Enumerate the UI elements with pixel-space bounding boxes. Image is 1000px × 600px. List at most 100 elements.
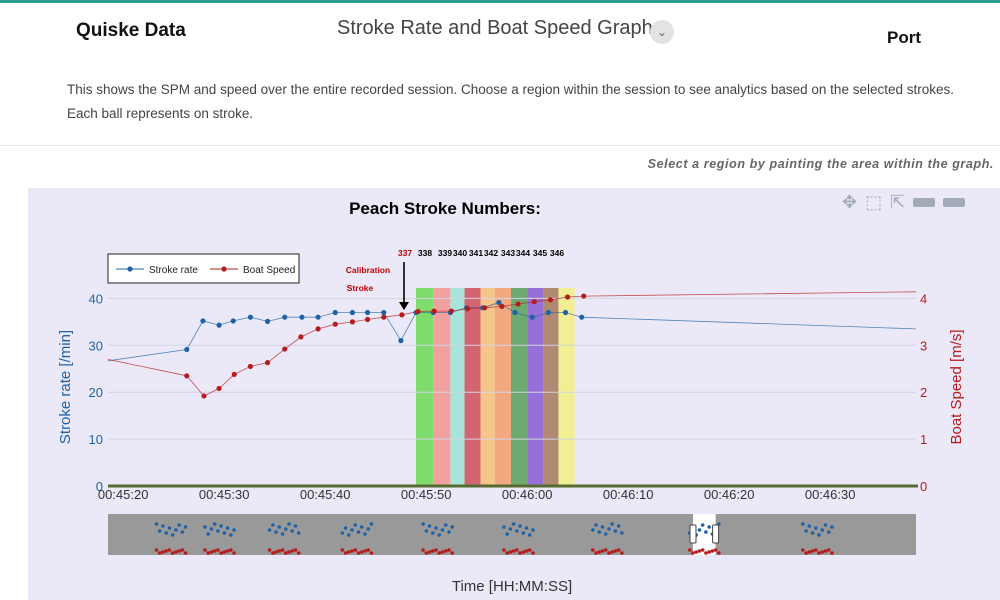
overview-point <box>427 550 432 554</box>
y2-tick-label: 3 <box>920 338 927 353</box>
overview-point <box>277 525 282 529</box>
data-point <box>579 314 585 320</box>
overview-point <box>710 549 715 553</box>
overview-point <box>521 531 526 535</box>
calibration-label: Stroke <box>347 283 374 293</box>
overview-point <box>826 548 831 552</box>
spike-lines-icon[interactable] <box>913 197 936 207</box>
data-point <box>216 322 222 328</box>
stroke-band <box>450 288 465 486</box>
overview-point <box>524 549 529 553</box>
overview-point <box>424 529 429 533</box>
x-tick-label: 00:46:00 <box>502 487 553 502</box>
overview-point <box>700 548 705 552</box>
overview-point <box>437 551 442 555</box>
overview-point <box>424 551 429 555</box>
autoscale-icon[interactable]: ⇱ <box>890 192 906 212</box>
overview-point <box>447 530 451 534</box>
overview-point <box>607 551 611 555</box>
range-slider-handle-left[interactable] <box>689 524 697 544</box>
overview-point <box>823 549 828 553</box>
selection-hint: Select a region by painting the area wit… <box>647 157 994 171</box>
overview-point <box>505 551 509 555</box>
overview-point <box>440 528 445 532</box>
overview-point <box>597 550 602 554</box>
overview-point <box>521 550 526 554</box>
data-point <box>547 297 553 303</box>
data-point <box>349 309 356 316</box>
overview-point <box>170 551 175 555</box>
legend-box <box>107 253 300 284</box>
overview-point <box>287 522 291 526</box>
data-point <box>398 338 404 344</box>
stroke-band <box>510 288 528 486</box>
overview-point <box>820 528 825 532</box>
data-point <box>298 334 304 340</box>
overview-point <box>229 548 233 552</box>
overview-point <box>603 548 608 552</box>
overview-point <box>807 550 812 554</box>
overview-point <box>687 548 692 552</box>
overview-point <box>434 548 438 552</box>
overview-point <box>274 550 278 554</box>
graph-select-dropdown[interactable]: ⌄ <box>650 20 674 44</box>
overview-point <box>167 526 172 530</box>
overview-point <box>814 548 818 552</box>
overview-point <box>440 550 445 554</box>
range-slider-track <box>108 514 916 555</box>
data-point <box>482 305 488 311</box>
data-point <box>216 385 222 392</box>
data-point <box>499 303 505 309</box>
data-point <box>282 314 288 320</box>
top-accent-bar <box>0 0 1000 3</box>
overview-point <box>346 533 351 537</box>
y2-tick-label: 1 <box>920 432 927 447</box>
overview-point <box>613 529 618 533</box>
box-select-icon[interactable]: ⬚ <box>865 192 883 212</box>
compare-hover-icon[interactable] <box>943 197 966 207</box>
overview-point <box>508 527 513 531</box>
data-point <box>264 360 271 366</box>
data-point <box>201 393 207 399</box>
data-point <box>282 346 288 352</box>
x-tick-label: 00:45:20 <box>98 487 149 502</box>
overview-point <box>823 523 828 527</box>
range-slider-selection <box>692 514 716 555</box>
overview-point <box>704 530 708 534</box>
data-point <box>184 373 190 379</box>
data-point <box>381 309 387 316</box>
data-point <box>364 316 371 323</box>
y2-tick-label: 4 <box>920 291 927 306</box>
overview-point <box>450 551 455 555</box>
data-point <box>529 314 535 320</box>
overview-point <box>177 549 181 553</box>
overview-point <box>443 523 448 527</box>
data-point <box>448 308 454 314</box>
stroke-number-label: 338 <box>418 248 432 258</box>
data-point <box>349 319 356 325</box>
overview-point <box>613 549 618 553</box>
data-point <box>247 363 254 370</box>
x-tick-label: 00:46:10 <box>603 487 654 502</box>
legend-marker <box>127 266 133 272</box>
overview-point <box>340 531 345 535</box>
overview-point <box>290 529 295 533</box>
graph-description: This shows the SPM and speed over the en… <box>67 82 954 121</box>
overview-point <box>222 550 227 554</box>
overview-point <box>366 548 370 552</box>
overview-point <box>290 549 295 553</box>
overview-point <box>431 531 435 535</box>
overview-point <box>293 548 298 552</box>
overview-point <box>804 529 808 533</box>
pan-icon[interactable]: ✥ <box>842 192 858 212</box>
overview-point <box>359 525 364 529</box>
x-tick-label: 00:46:20 <box>704 487 755 502</box>
overview-point <box>511 549 516 553</box>
data-point <box>531 299 537 305</box>
overview-point <box>340 548 345 552</box>
y-tick-label: 10 <box>89 432 103 447</box>
range-slider-handle-right[interactable] <box>712 524 720 544</box>
overview-point <box>154 522 159 526</box>
overview-point <box>353 548 358 552</box>
